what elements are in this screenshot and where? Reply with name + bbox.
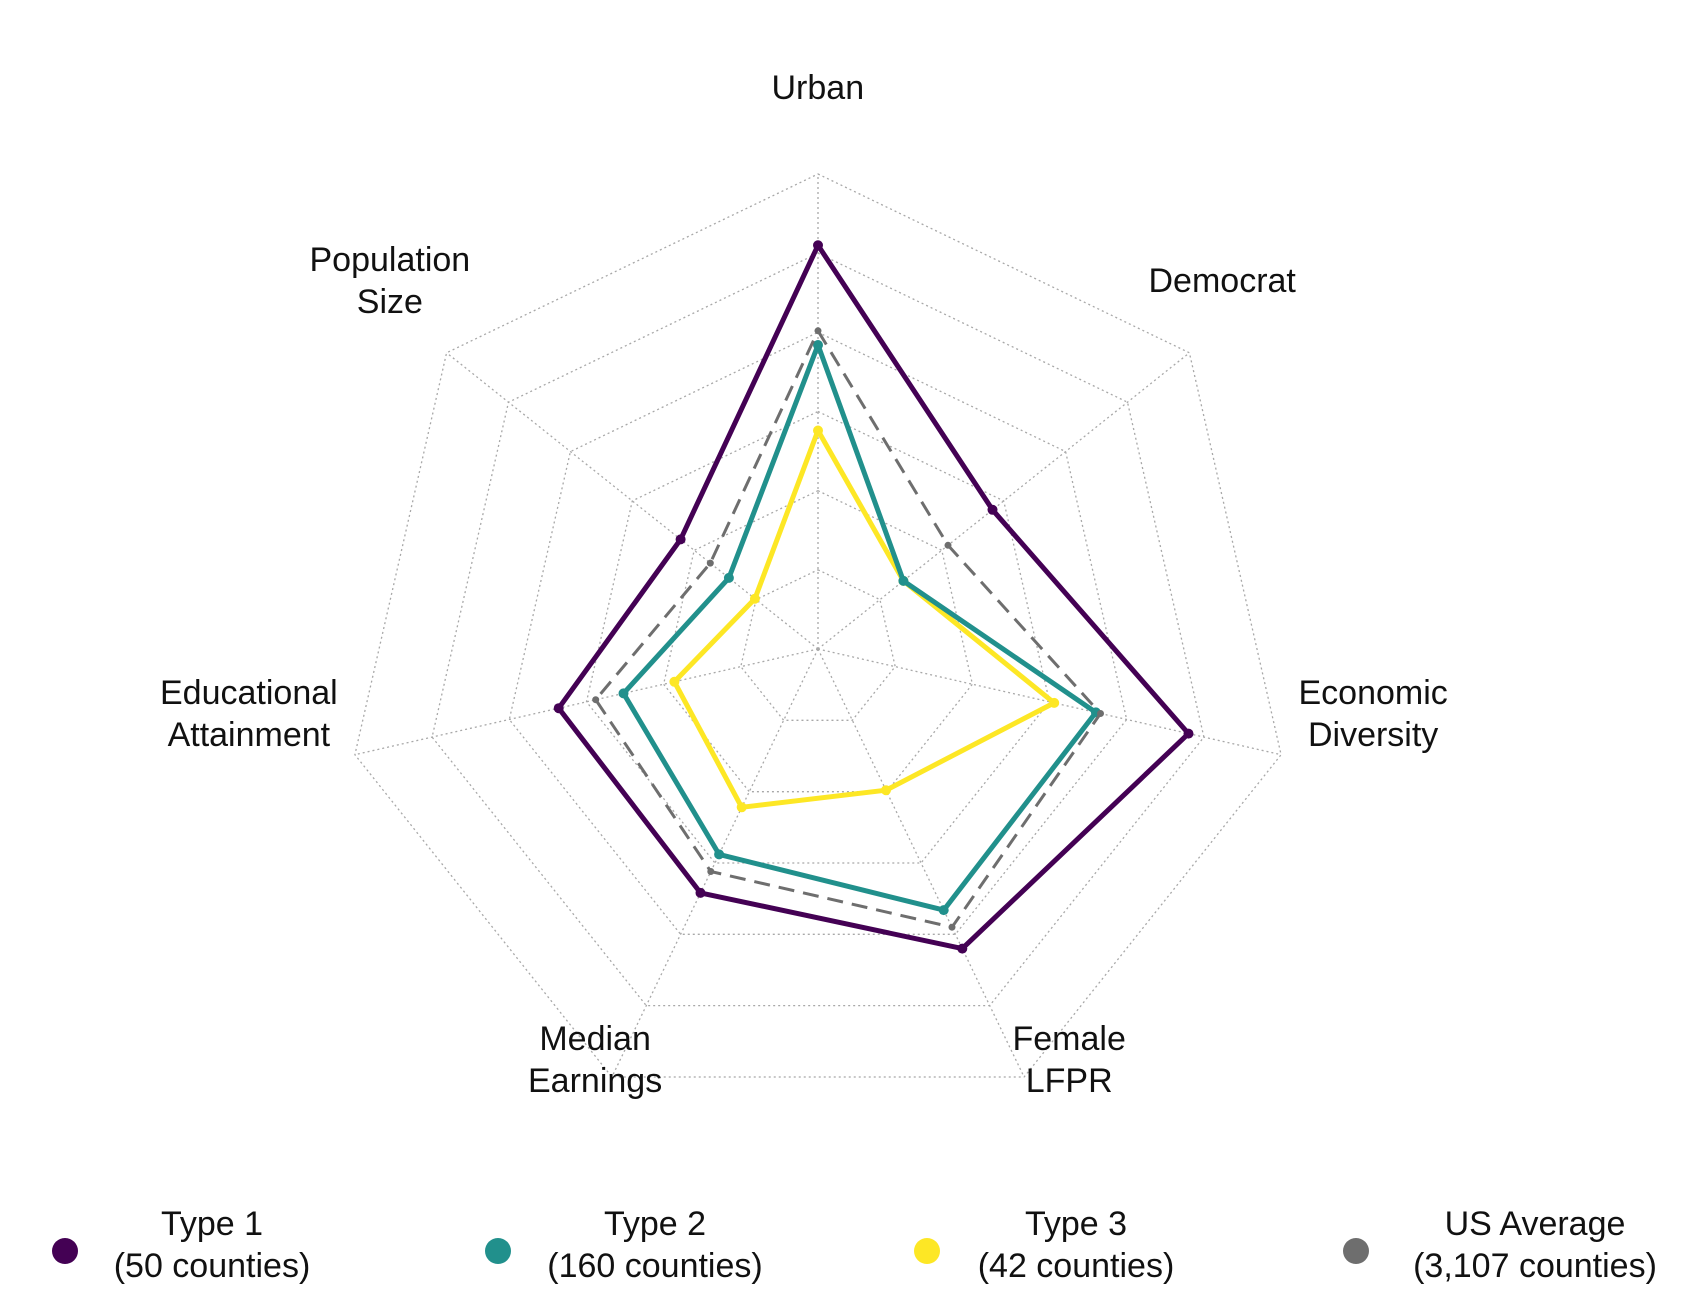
data-point-type-2-median-earnings [714, 849, 725, 860]
data-point-type-3-female-lfpr [881, 785, 891, 796]
grid-spoke-median-earnings [611, 648, 819, 1078]
legend-label-us-average: US Average (3,107 counties) [1395, 1203, 1675, 1287]
series-line-type-1 [556, 242, 1191, 952]
data-point-us-average-urban [814, 327, 822, 335]
grid-ring [508, 331, 1128, 935]
legend-count: (42 counties) [977, 1247, 1175, 1285]
grid-ring [431, 252, 1205, 1007]
radar-series [553, 240, 1194, 954]
axis-label-urban: Urban [771, 69, 865, 107]
radar-grid [354, 173, 1282, 1078]
legend-marker-type-2 [485, 1238, 511, 1264]
legend: Type 1 (50 counties) Type 2 (160 countie… [0, 1185, 1682, 1295]
data-point-type-1-female-lfpr [957, 943, 968, 954]
grid-spoke-female-lfpr [817, 648, 1025, 1078]
data-point-us-average-median-earnings [707, 868, 715, 875]
legend-label-type-1: Type 1 (50 counties) [107, 1203, 317, 1287]
series-line-us-average [594, 329, 1102, 929]
series-line-type-2 [621, 342, 1099, 913]
data-point-type-2-urban [813, 340, 823, 350]
data-point-type-1-median-earnings [695, 887, 706, 898]
legend-count: (3,107 counties) [1413, 1247, 1657, 1285]
data-point-us-average-population-size [706, 559, 714, 567]
data-point-type-1-population-size [675, 534, 686, 545]
legend-count: (50 counties) [113, 1247, 311, 1285]
data-point-us-average-female-lfpr [948, 923, 956, 931]
axis-label-population-size: Population Size [309, 241, 471, 321]
legend-label-type-2: Type 2 (160 counties) [535, 1203, 775, 1287]
data-point-type-1-educational-attainment [553, 703, 564, 714]
axis-label-educational-attainment: Educational Attainment [160, 674, 338, 754]
axis-label-median-earnings: Median Earnings [528, 1020, 663, 1100]
data-point-type-2-educational-attainment [618, 688, 629, 699]
data-point-type-1-democrat [987, 504, 998, 515]
grid-spoke-educational-attainment [354, 648, 819, 756]
data-point-type-1-economic-diversity [1183, 728, 1194, 739]
axis-label-economic-diversity: Economic Diversity [1298, 674, 1448, 754]
axis-label-female-lfpr: Female LFPR [1012, 1020, 1126, 1100]
legend-marker-type-3 [914, 1238, 940, 1264]
data-point-type-1-urban [813, 240, 823, 251]
radar-chart [354, 173, 1282, 1078]
data-point-type-2-female-lfpr [938, 905, 949, 916]
data-point-us-average-economic-diversity [1097, 710, 1104, 717]
legend-name: Type 1 [160, 1205, 264, 1243]
grid-spoke-economic-diversity [817, 648, 1282, 756]
legend-name: Type 2 [603, 1205, 707, 1243]
legend-count: (160 counties) [547, 1247, 763, 1285]
grid-ring [740, 569, 896, 721]
data-point-type-3-educational-attainment [669, 676, 680, 687]
grid-ring [354, 173, 1282, 1078]
data-point-type-3-population-size [749, 593, 760, 604]
data-point-type-3-economic-diversity [1049, 697, 1060, 708]
data-point-type-3-urban [813, 425, 823, 436]
axis-label-democrat: Democrat [1148, 262, 1296, 300]
grid-ring [662, 489, 974, 793]
grid-spoke-democrat [817, 352, 1190, 650]
grid-spoke-population-size [446, 352, 819, 650]
data-point-us-average-democrat [944, 541, 952, 549]
data-point-us-average-educational-attainment [592, 696, 600, 704]
data-point-type-3-median-earnings [736, 802, 747, 813]
legend-name: US Average [1444, 1205, 1626, 1243]
legend-marker-us-average [1343, 1238, 1369, 1264]
legend-marker-type-1 [52, 1238, 78, 1264]
data-point-type-2-population-size [723, 572, 734, 583]
data-point-type-2-democrat [898, 575, 909, 586]
legend-name: Type 3 [1024, 1205, 1128, 1243]
series-line-type-3 [671, 428, 1057, 810]
legend-label-type-3: Type 3 (42 counties) [966, 1203, 1186, 1287]
